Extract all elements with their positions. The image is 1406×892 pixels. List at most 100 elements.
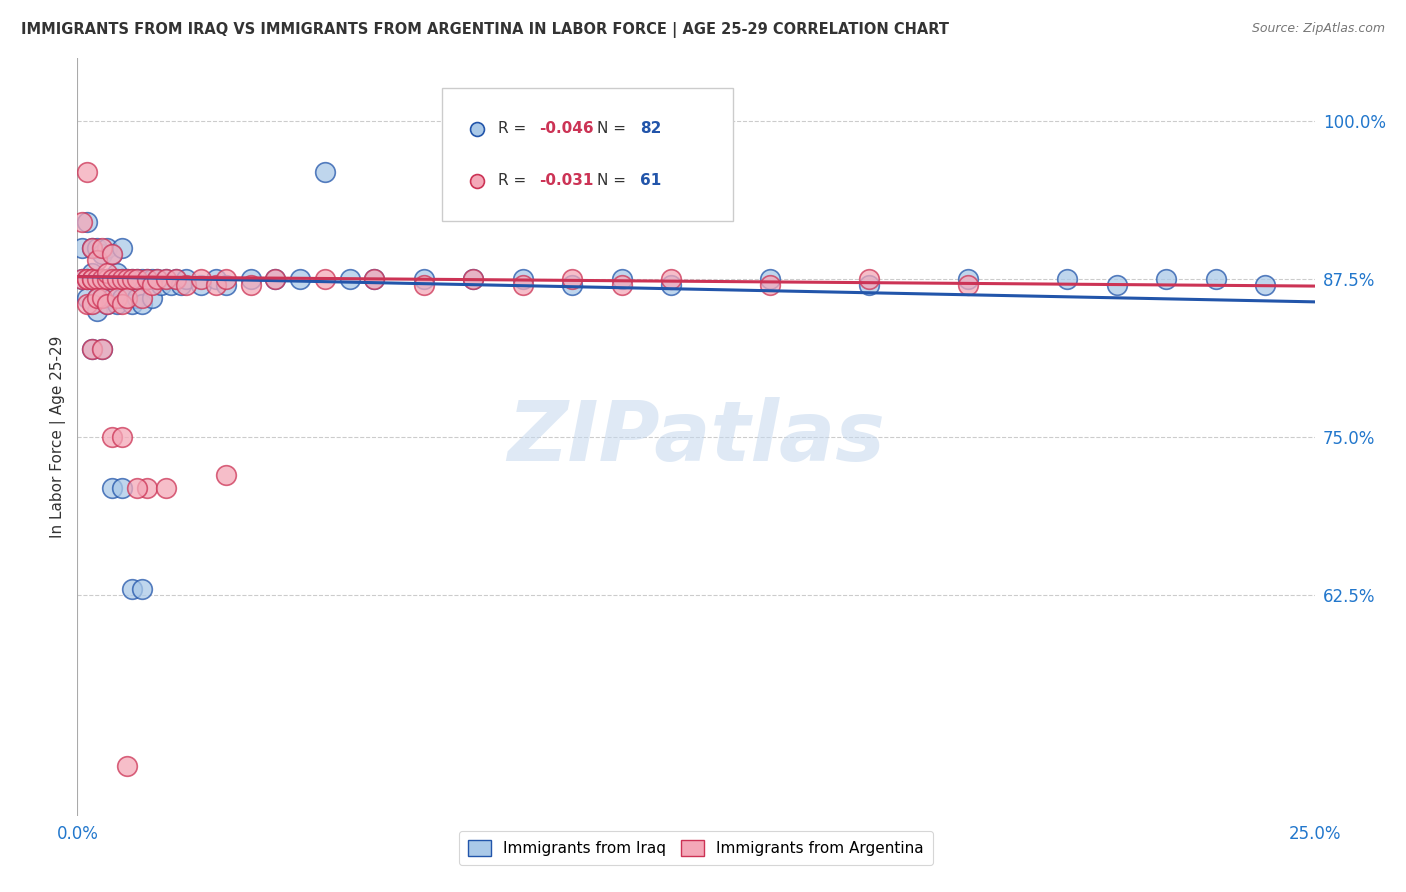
- Point: [858, 272, 880, 286]
- Point: [86, 272, 108, 286]
- Point: [264, 272, 287, 286]
- Point: [111, 272, 134, 286]
- Point: [96, 297, 118, 311]
- Point: [131, 291, 153, 305]
- Point: [165, 272, 187, 286]
- Point: [141, 278, 163, 293]
- Point: [76, 272, 98, 286]
- Point: [101, 430, 124, 444]
- Point: [131, 272, 153, 286]
- Point: [131, 582, 153, 596]
- Point: [96, 240, 118, 255]
- Point: [121, 272, 143, 286]
- Point: [121, 297, 143, 311]
- Point: [759, 278, 782, 293]
- Point: [463, 272, 485, 286]
- Point: [101, 481, 124, 495]
- Point: [957, 278, 980, 293]
- Point: [190, 272, 212, 286]
- Point: [101, 291, 124, 305]
- Point: [72, 272, 94, 286]
- Point: [76, 164, 98, 178]
- Point: [101, 272, 124, 286]
- Point: [76, 272, 98, 286]
- Point: [82, 297, 104, 311]
- Point: [76, 272, 98, 286]
- Point: [155, 272, 177, 286]
- Point: [105, 297, 128, 311]
- Point: [190, 278, 212, 293]
- Point: [115, 291, 138, 305]
- Point: [111, 272, 134, 286]
- Point: [141, 291, 163, 305]
- Point: [160, 278, 183, 293]
- Point: [105, 272, 128, 286]
- Point: [96, 272, 118, 286]
- Point: [115, 272, 138, 286]
- Point: [239, 278, 262, 293]
- Point: [1056, 272, 1078, 286]
- Point: [86, 272, 108, 286]
- Point: [150, 278, 173, 293]
- Y-axis label: In Labor Force | Age 25-29: In Labor Force | Age 25-29: [51, 336, 66, 538]
- Text: 61: 61: [640, 173, 662, 188]
- Point: [205, 278, 228, 293]
- Point: [111, 297, 134, 311]
- Point: [135, 272, 157, 286]
- Point: [264, 272, 287, 286]
- Point: [125, 272, 148, 286]
- Point: [101, 247, 124, 261]
- Point: [86, 291, 108, 305]
- Point: [82, 342, 104, 356]
- Point: [101, 272, 124, 286]
- Text: N =: N =: [598, 173, 631, 188]
- Text: Source: ZipAtlas.com: Source: ZipAtlas.com: [1251, 22, 1385, 36]
- Text: -0.046: -0.046: [538, 121, 593, 136]
- Point: [101, 247, 124, 261]
- Point: [105, 266, 128, 280]
- Text: R =: R =: [498, 173, 531, 188]
- Point: [363, 272, 385, 286]
- Point: [561, 278, 583, 293]
- Point: [86, 291, 108, 305]
- Point: [91, 291, 114, 305]
- Point: [105, 291, 128, 305]
- Point: [82, 266, 104, 280]
- Point: [659, 278, 682, 293]
- Point: [135, 481, 157, 495]
- Point: [82, 240, 104, 255]
- Point: [72, 215, 94, 229]
- Point: [205, 272, 228, 286]
- Point: [91, 240, 114, 255]
- FancyBboxPatch shape: [443, 88, 733, 221]
- Point: [76, 297, 98, 311]
- Point: [72, 272, 94, 286]
- Point: [82, 272, 104, 286]
- Point: [957, 272, 980, 286]
- Point: [86, 240, 108, 255]
- Point: [174, 278, 197, 293]
- Point: [91, 342, 114, 356]
- Point: [610, 278, 633, 293]
- Point: [111, 240, 134, 255]
- Point: [170, 278, 193, 293]
- Point: [82, 272, 104, 286]
- Point: [215, 272, 238, 286]
- Point: [91, 342, 114, 356]
- Point: [96, 272, 118, 286]
- Point: [125, 481, 148, 495]
- Point: [76, 291, 98, 305]
- Point: [96, 266, 118, 280]
- Point: [91, 291, 114, 305]
- Point: [512, 272, 534, 286]
- Point: [91, 247, 114, 261]
- Text: 82: 82: [640, 121, 662, 136]
- Point: [82, 297, 104, 311]
- Point: [314, 164, 336, 178]
- Point: [86, 253, 108, 268]
- Text: R =: R =: [498, 121, 531, 136]
- Point: [314, 272, 336, 286]
- Point: [91, 272, 114, 286]
- Point: [105, 272, 128, 286]
- Point: [96, 272, 118, 286]
